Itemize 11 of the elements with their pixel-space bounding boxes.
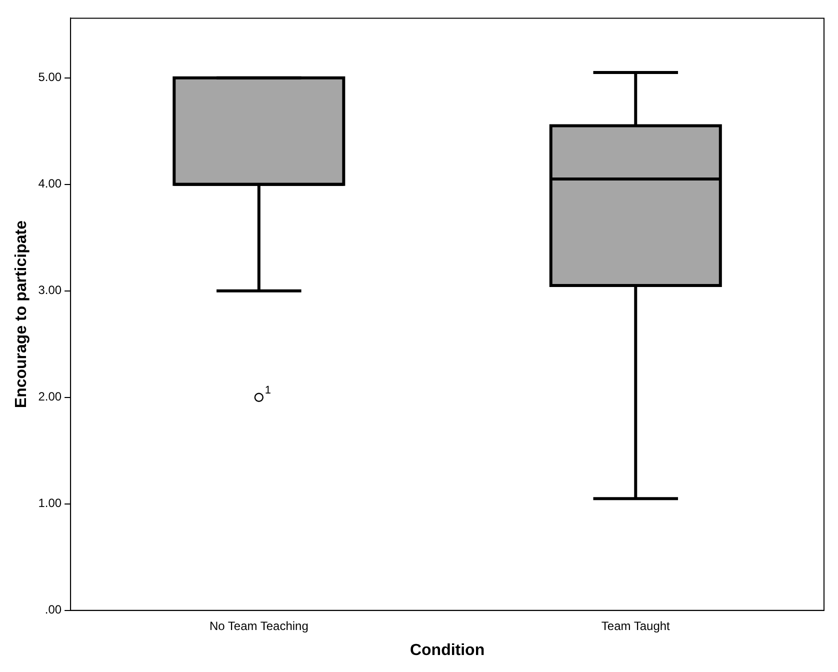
y-tick-label: .00 [44, 602, 62, 617]
x-tick-label: Team Taught [601, 618, 671, 633]
annotation: 1 [264, 384, 272, 396]
y-axis-title: Encourage to participate [13, 220, 30, 408]
y-tick-label: 4.00 [38, 176, 62, 191]
y-tick-label: 5.00 [38, 70, 62, 84]
y-tick-label: 1.00 [38, 496, 62, 510]
y-tick-label: 3.00 [38, 283, 62, 298]
x-axis-title: Condition [410, 642, 485, 659]
x-tick-label: No Team Teaching [209, 618, 308, 633]
y-tick-label: 2.00 [38, 390, 62, 404]
